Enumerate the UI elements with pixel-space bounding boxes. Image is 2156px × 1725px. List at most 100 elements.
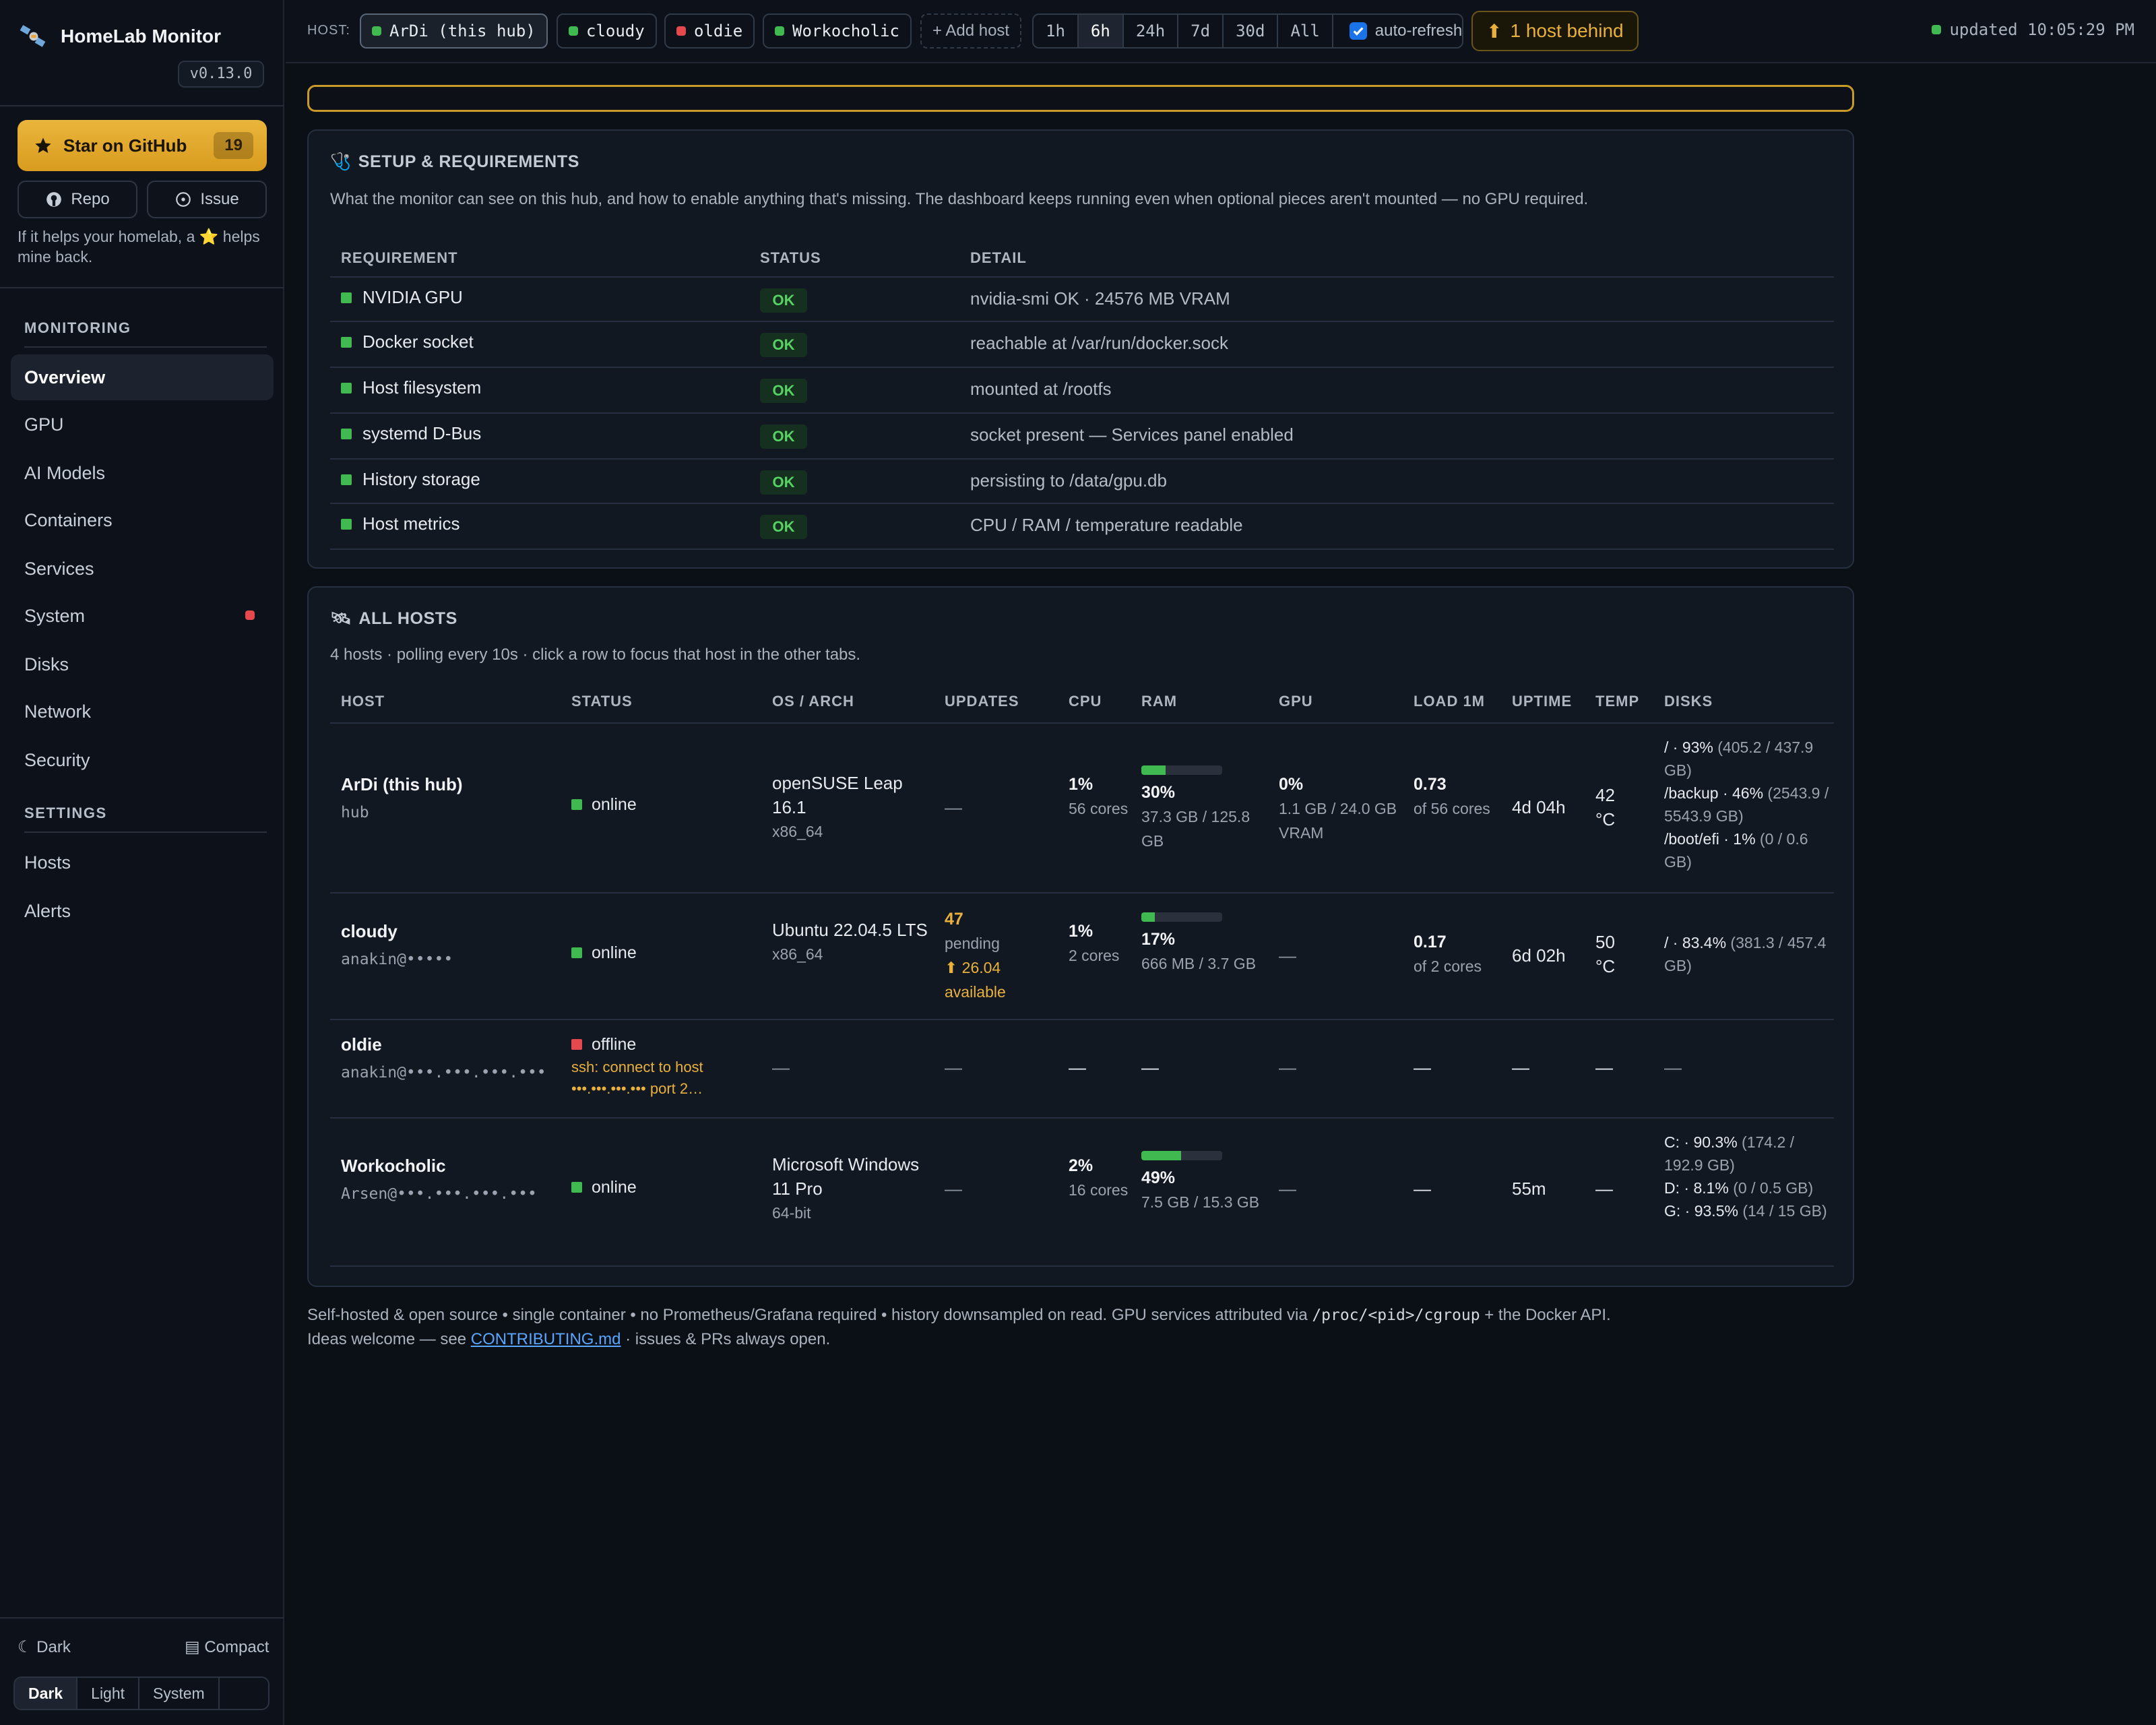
footer-line-1: Self-hosted & open source • single conta… (307, 1303, 1611, 1327)
col-uptime: UPTIME (1512, 693, 1573, 710)
col-load: LOAD 1M (1414, 693, 1485, 710)
divider (330, 1019, 1834, 1020)
host-sub: anakin@••••• (341, 951, 453, 968)
add-host-button[interactable]: + Add host (920, 13, 1022, 49)
os-cell: Ubuntu 22.04.5 LTS x86_64 (772, 918, 934, 966)
status-dot (571, 1039, 582, 1050)
range-all[interactable]: All (1278, 15, 1333, 47)
disks-cell: / · 83.4% (381.3 / 457.4 GB) (1664, 931, 1837, 977)
cpu-value: 1% (1069, 922, 1093, 941)
nav-security[interactable]: Security (24, 750, 90, 770)
status-dot (569, 26, 578, 36)
host-label: HOST: (307, 23, 350, 38)
host-sub: anakin@•••.•••.•••.••• (341, 1064, 546, 1081)
status-dot (341, 428, 352, 439)
status-text: offline (592, 1035, 637, 1054)
section-settings: SETTINGS (24, 805, 107, 821)
host-sub: hub (341, 804, 369, 821)
updates-cell: — (945, 1057, 962, 1077)
req-detail: nvidia-smi OK · 24576 MB VRAM (970, 288, 1230, 309)
host-chip-label: cloudy (586, 22, 645, 40)
auto-refresh-toggle[interactable]: auto-refresh (1333, 15, 1462, 47)
host-behind-badge[interactable]: ⬆ 1 host behind (1471, 11, 1639, 51)
arrow-up-icon: ⬆ (1486, 20, 1502, 42)
theme-dark[interactable]: Dark (15, 1678, 78, 1709)
disk-detail: (0 / 0.5 GB) (1728, 1179, 1814, 1197)
divider (24, 832, 267, 833)
ram-bar (1141, 1151, 1222, 1160)
load-cell: 0.73 of 56 cores (1414, 772, 1505, 821)
contributing-link[interactable]: CONTRIBUTING.md (470, 1330, 621, 1348)
nav-services[interactable]: Services (24, 559, 94, 579)
nav-system[interactable]: System (11, 593, 274, 639)
nav-hosts[interactable]: Hosts (24, 852, 71, 873)
nav-network[interactable]: Network (24, 701, 92, 722)
status-badge: OK (760, 515, 807, 539)
hosts-description: 4 hosts · polling every 10s · click a ro… (330, 646, 861, 664)
host-chip-ardi[interactable]: ArDi (this hub) (360, 13, 548, 49)
col-status: STATUS (571, 693, 633, 710)
ram-used: 7.5 GB / 15.3 GB (1141, 1193, 1260, 1211)
dark-toggle[interactable]: ☾ Dark (18, 1638, 71, 1656)
req-label: Docker socket (362, 332, 474, 352)
host-sub: Arsen@•••.•••.•••.••• (341, 1185, 537, 1203)
disk-entry: /boot/efi · 1% (0 / 0.6 GB) (1664, 827, 1837, 873)
sidebar: HomeLab Monitor v0.13.0 Star on GitHub 1… (0, 0, 284, 1725)
col-temp: TEMP (1595, 693, 1640, 710)
req-label: Host filesystem (362, 377, 482, 398)
updates-cell[interactable]: 47 pending ⬆ 26.04 available (945, 907, 1052, 1004)
uptime-cell: 4d 04h (1512, 797, 1566, 817)
host-chip-oldie[interactable]: oldie (664, 13, 755, 49)
nav-disks[interactable]: Disks (24, 654, 69, 675)
footer-text: + the Docker API. (1480, 1306, 1611, 1324)
divider (0, 287, 284, 288)
disk-name: C: · 90.3% (1664, 1133, 1738, 1151)
disk-detail: (0 / 0.6 GB) (1664, 830, 1808, 871)
footer-text: · issues & PRs always open. (621, 1330, 831, 1348)
brand[interactable]: HomeLab Monitor (19, 22, 221, 51)
ram-cell: 30% 37.3 GB / 125.8 GB (1141, 765, 1269, 853)
range-24h[interactable]: 24h (1124, 15, 1179, 47)
notice-bar (307, 85, 1854, 112)
status-dot (775, 26, 784, 36)
disk-entry: / · 83.4% (381.3 / 457.4 GB) (1664, 931, 1837, 977)
issue-button[interactable]: Issue (147, 181, 267, 218)
auto-refresh-label: auto-refresh (1374, 22, 1463, 40)
updates-count: 47 (945, 910, 963, 929)
load-cell: 0.17 of 2 cores (1414, 930, 1511, 978)
theme-system[interactable]: System (139, 1678, 220, 1709)
hosts-title-text: ALL HOSTS (358, 609, 457, 628)
status-badge: OK (760, 425, 807, 449)
status-dot (341, 336, 352, 348)
nav-alerts[interactable]: Alerts (24, 901, 71, 921)
nav-gpu[interactable]: GPU (24, 414, 64, 435)
range-1h[interactable]: 1h (1034, 15, 1079, 47)
range-7d[interactable]: 7d (1178, 15, 1224, 47)
theme-light[interactable]: Light (77, 1678, 140, 1709)
cpu-cores: 16 cores (1069, 1181, 1129, 1199)
host-chip-cloudy[interactable]: cloudy (557, 13, 657, 49)
nav-containers[interactable]: Containers (24, 510, 113, 530)
nav-overview[interactable]: Overview (11, 354, 274, 400)
compact-toggle[interactable]: ▤ Compact (185, 1638, 270, 1656)
uptime-cell: 55m (1512, 1179, 1546, 1199)
cpu-cores: 2 cores (1069, 947, 1120, 964)
checkbox-icon[interactable] (1349, 22, 1367, 40)
status-dot (341, 474, 352, 485)
star-github-button[interactable]: Star on GitHub 19 (18, 120, 267, 171)
repo-button[interactable]: Repo (18, 181, 137, 218)
uptime-cell: — (1512, 1057, 1529, 1077)
req-label: systemd D-Bus (362, 423, 482, 443)
nav-ai-models[interactable]: AI Models (24, 463, 106, 483)
footer-text: Self-hosted & open source • single conta… (307, 1306, 1312, 1324)
upgrade-available: ⬆ 26.04 available (945, 959, 1006, 1001)
range-6h[interactable]: 6h (1078, 15, 1124, 47)
col-disks: DISKS (1664, 693, 1713, 710)
updates-cell: — (945, 797, 962, 817)
host-chip-workocholic[interactable]: Workocholic (763, 13, 912, 49)
os-cell: — (772, 1057, 790, 1077)
github-icon (46, 192, 62, 207)
req-systemd-dbus: systemd D-Bus (341, 423, 481, 444)
ram-cell: 49% 7.5 GB / 15.3 GB (1141, 1151, 1269, 1214)
range-30d[interactable]: 30d (1224, 15, 1279, 47)
